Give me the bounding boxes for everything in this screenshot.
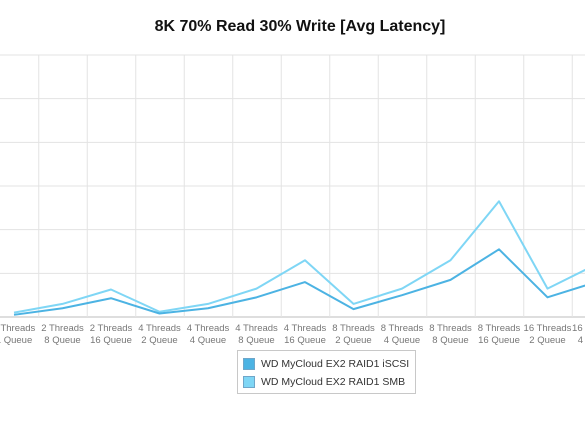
x-tick-label: 4 Threads 2 Queue	[138, 323, 181, 346]
x-tick-label: 4 Threads 4 Queue	[187, 323, 230, 346]
x-tick-label: 2 Threads 8 Queue	[41, 323, 84, 346]
grid-lines	[0, 54, 585, 318]
legend: WD MyCloud EX2 RAID1 iSCSI WD MyCloud EX…	[237, 350, 416, 394]
series-line-0	[13, 248, 585, 316]
legend-label-iscsi: WD MyCloud EX2 RAID1 iSCSI	[261, 358, 410, 370]
x-tick-label: 4 Threads 16 Queue	[284, 323, 327, 346]
legend-swatch-smb	[243, 376, 255, 388]
legend-swatch-iscsi	[243, 358, 255, 370]
x-tick-label: 8 Threads 2 Queue	[332, 323, 375, 346]
x-tick-label: 16 Threads 2 Queue	[524, 323, 572, 346]
legend-item: WD MyCloud EX2 RAID1 iSCSI	[243, 355, 415, 373]
x-tick-label: 8 Threads 4 Queue	[381, 323, 424, 346]
x-tick-label: 8 Threads 8 Queue	[429, 323, 472, 346]
x-tick-label: 4 Threads 8 Queue	[235, 323, 278, 346]
x-tick-label: 8 Threads 16 Queue	[478, 323, 521, 346]
x-tick-label: 2 Threads 16 Queue	[90, 323, 133, 346]
series-line-1	[13, 200, 585, 314]
chart-title: 8K 70% Read 30% Write [Avg Latency]	[154, 18, 446, 35]
series-lines	[13, 200, 585, 316]
legend-item: WD MyCloud EX2 RAID1 SMB	[243, 373, 415, 391]
legend-label-smb: WD MyCloud EX2 RAID1 SMB	[261, 376, 406, 388]
